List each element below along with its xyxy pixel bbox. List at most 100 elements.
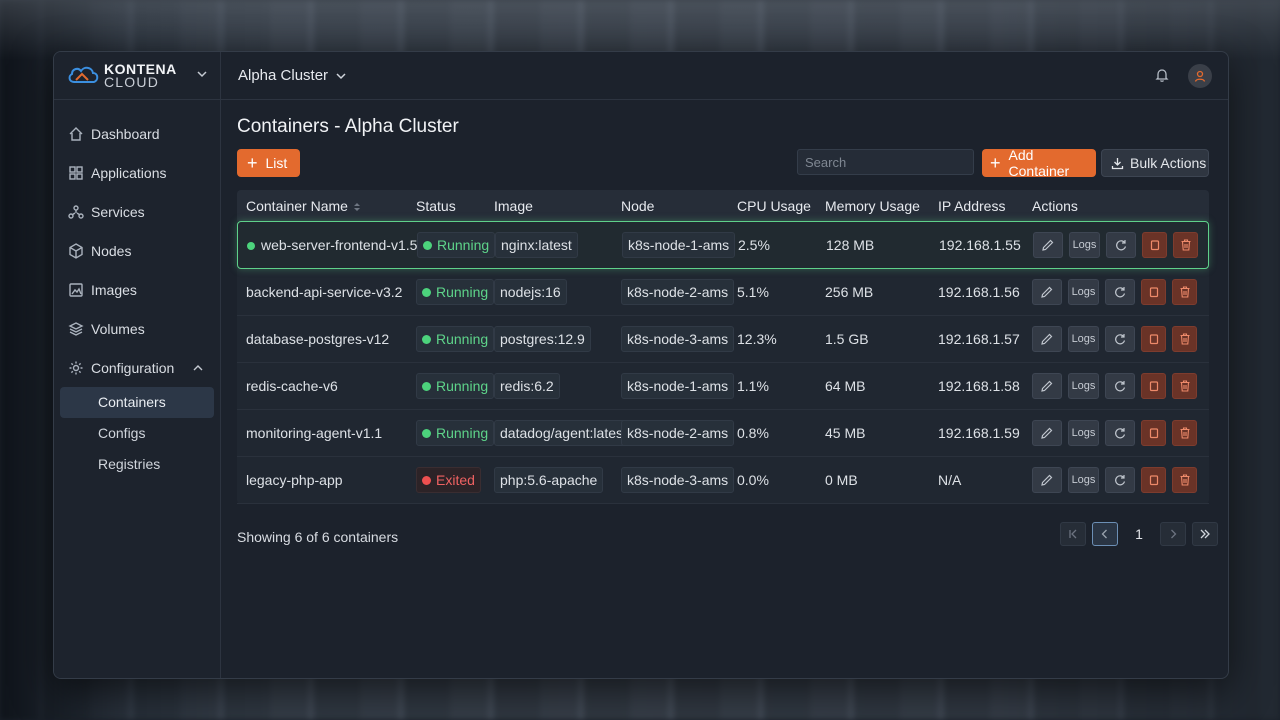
layers-icon bbox=[68, 321, 84, 336]
status-dot-icon bbox=[423, 240, 432, 250]
header-container-name[interactable]: Container Name bbox=[246, 198, 361, 214]
status-dot-icon bbox=[422, 287, 431, 297]
table-row[interactable]: redis-cache-v6 Running redis:6.2 k8s-node-1… bbox=[237, 363, 1209, 410]
restart-icon bbox=[1115, 475, 1126, 486]
page-number[interactable]: 1 bbox=[1135, 526, 1143, 542]
sidebar-subitem-registries[interactable]: Registries bbox=[98, 456, 161, 472]
edit-icon bbox=[1041, 333, 1053, 345]
container-name[interactable]: database-postgres-v12 bbox=[246, 331, 390, 347]
restart-button[interactable] bbox=[1105, 279, 1135, 305]
image-tag: nodejs:16 bbox=[494, 279, 567, 305]
table-row[interactable]: web-server-frontend-v1.5 Running nginx:lat… bbox=[237, 221, 1209, 269]
container-name[interactable]: legacy-php-app bbox=[246, 472, 343, 488]
bulk-actions-button[interactable]: Bulk Actions bbox=[1101, 149, 1209, 177]
node-tag: k8s-node-3-ams bbox=[621, 467, 735, 493]
header-memory-usage: Memory Usage bbox=[825, 198, 920, 214]
restart-button[interactable] bbox=[1105, 326, 1135, 352]
sidebar: KONTENA CLOUD Dashboard Applications Ser… bbox=[54, 52, 221, 678]
container-name[interactable]: backend-api-service-v3.2 bbox=[246, 284, 403, 300]
sidebar-item-configuration[interactable]: Configuration bbox=[54, 348, 220, 387]
restart-button[interactable] bbox=[1105, 420, 1135, 446]
logs-button[interactable]: Logs bbox=[1069, 232, 1100, 258]
plus-icon: + bbox=[990, 153, 1001, 173]
delete-button[interactable] bbox=[1172, 373, 1197, 399]
table-header: Container Name Status Image Node CPU Usa… bbox=[237, 190, 1209, 221]
row-actions: Logs bbox=[1032, 373, 1197, 399]
header-status: Status bbox=[416, 198, 456, 214]
delete-button[interactable] bbox=[1172, 467, 1197, 493]
edit-button[interactable] bbox=[1033, 232, 1063, 258]
table-row[interactable]: database-postgres-v12 Running postgres:12.… bbox=[237, 316, 1209, 363]
status-dot-icon bbox=[422, 475, 431, 485]
stop-button[interactable] bbox=[1141, 279, 1166, 305]
sidebar-item-dashboard[interactable]: Dashboard bbox=[54, 114, 220, 153]
list-button[interactable]: + List bbox=[237, 149, 300, 177]
sidebar-item-images[interactable]: Images bbox=[54, 270, 220, 309]
stop-button[interactable] bbox=[1141, 326, 1166, 352]
container-name[interactable]: redis-cache-v6 bbox=[246, 378, 338, 394]
image-tag: php:5.6-apache bbox=[494, 467, 604, 493]
table-row[interactable]: monitoring-agent-v1.1 Running datadog/agen… bbox=[237, 410, 1209, 457]
table-row[interactable]: legacy-php-app Exited php:5.6-apache k8s-no… bbox=[237, 457, 1209, 504]
delete-button[interactable] bbox=[1172, 279, 1197, 305]
ip-address: 192.168.1.56 bbox=[938, 284, 1020, 300]
edit-button[interactable] bbox=[1032, 326, 1062, 352]
edit-button[interactable] bbox=[1032, 467, 1062, 493]
sidebar-item-label: Applications bbox=[91, 164, 167, 181]
restart-icon bbox=[1115, 381, 1126, 392]
last-page-button[interactable] bbox=[1192, 522, 1218, 546]
logs-button[interactable]: Logs bbox=[1068, 467, 1099, 493]
stop-button[interactable] bbox=[1141, 420, 1166, 446]
restart-icon bbox=[1115, 428, 1126, 439]
next-page-button[interactable] bbox=[1160, 522, 1186, 546]
container-name[interactable]: web-server-frontend-v1.5 bbox=[247, 237, 417, 253]
node-tag: k8s-node-2-ams bbox=[621, 279, 735, 305]
background-light bbox=[0, 0, 1280, 60]
trash-icon bbox=[1180, 474, 1189, 486]
table-row[interactable]: backend-api-service-v3.2 Running nodejs:16… bbox=[237, 269, 1209, 316]
container-name[interactable]: monitoring-agent-v1.1 bbox=[246, 425, 383, 441]
services-icon bbox=[68, 204, 84, 219]
row-actions: Logs bbox=[1032, 467, 1197, 493]
logs-button[interactable]: Logs bbox=[1068, 420, 1099, 446]
bell-icon[interactable] bbox=[1154, 67, 1170, 83]
header-cpu-usage: CPU Usage bbox=[737, 198, 811, 214]
restart-button[interactable] bbox=[1105, 467, 1135, 493]
last-page-icon bbox=[1200, 529, 1210, 539]
node-tag: k8s-node-2-ams bbox=[621, 420, 735, 446]
brand[interactable]: KONTENA CLOUD bbox=[54, 52, 220, 100]
trash-icon bbox=[1180, 427, 1189, 439]
sidebar-subitem-configs[interactable]: Configs bbox=[98, 425, 146, 441]
stop-button[interactable] bbox=[1141, 373, 1166, 399]
delete-button[interactable] bbox=[1172, 326, 1197, 352]
sidebar-item-applications[interactable]: Applications bbox=[54, 153, 220, 192]
stop-button[interactable] bbox=[1141, 467, 1166, 493]
sidebar-item-volumes[interactable]: Volumes bbox=[54, 309, 220, 348]
sidebar-subitem-containers[interactable]: Containers bbox=[60, 387, 214, 418]
sidebar-item-services[interactable]: Services bbox=[54, 192, 220, 231]
edit-button[interactable] bbox=[1032, 373, 1062, 399]
sidebar-item-nodes[interactable]: Nodes bbox=[54, 231, 220, 270]
cluster-selector[interactable]: Alpha Cluster bbox=[238, 67, 347, 84]
delete-button[interactable] bbox=[1172, 420, 1197, 446]
add-container-button[interactable]: + Add Container bbox=[982, 147, 1096, 179]
status-badge: Running bbox=[416, 420, 495, 446]
search-input[interactable] bbox=[797, 149, 974, 175]
restart-button[interactable] bbox=[1106, 232, 1136, 258]
user-avatar[interactable] bbox=[1188, 64, 1212, 88]
edit-icon bbox=[1041, 427, 1053, 439]
first-page-icon bbox=[1069, 529, 1077, 539]
edit-button[interactable] bbox=[1032, 420, 1062, 446]
first-page-button[interactable] bbox=[1060, 522, 1086, 546]
delete-button[interactable] bbox=[1173, 232, 1198, 258]
logs-button[interactable]: Logs bbox=[1068, 326, 1099, 352]
restart-button[interactable] bbox=[1105, 373, 1135, 399]
logs-button[interactable]: Logs bbox=[1068, 373, 1099, 399]
restart-icon bbox=[1116, 240, 1127, 251]
edit-button[interactable] bbox=[1032, 279, 1062, 305]
prev-page-button[interactable] bbox=[1092, 522, 1118, 546]
logs-button[interactable]: Logs bbox=[1068, 279, 1099, 305]
chevron-down-icon[interactable] bbox=[196, 68, 208, 80]
chevron-up-icon[interactable] bbox=[192, 362, 204, 374]
stop-button[interactable] bbox=[1142, 232, 1167, 258]
